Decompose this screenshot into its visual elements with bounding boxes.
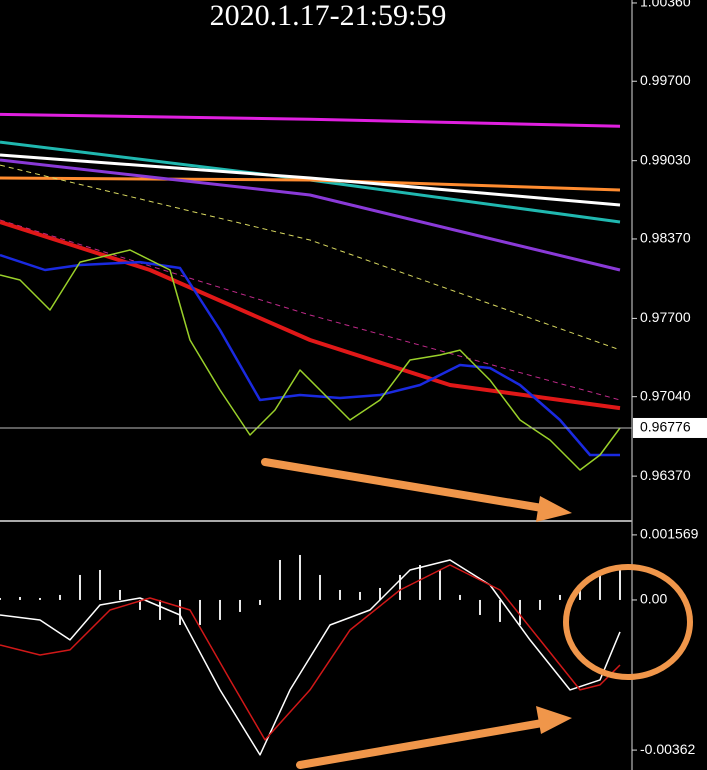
histogram-bar — [79, 574, 81, 600]
series-line — [0, 253, 620, 457]
histogram-bar — [479, 599, 481, 615]
y-tick-label: 0.99030 — [640, 151, 691, 167]
histogram-bar — [219, 599, 221, 620]
price-label: 0.96776 — [640, 419, 691, 435]
annotations — [261, 458, 693, 769]
histogram-bar — [39, 597, 41, 600]
histogram-bar — [559, 594, 561, 600]
histogram-bar — [499, 599, 501, 622]
series-line — [0, 219, 621, 401]
histogram-bar — [339, 589, 341, 600]
y-tick-label: 0.001569 — [640, 526, 699, 542]
arrow — [261, 458, 552, 513]
y-tick-label: 1.00360 — [640, 0, 691, 10]
arrow-head — [536, 706, 572, 734]
series-line — [0, 164, 621, 351]
histogram-bar — [579, 584, 581, 600]
series-line — [0, 249, 621, 471]
series-line — [0, 112, 621, 128]
histogram-bar — [379, 587, 381, 600]
histogram-bar — [439, 569, 441, 600]
series-line — [0, 176, 621, 192]
highlight-circle — [563, 564, 693, 680]
y-tick-label: 0.99700 — [640, 72, 691, 88]
histogram-bar — [359, 591, 361, 600]
histogram-bar — [119, 589, 121, 600]
y-tick-label: 0.97040 — [640, 387, 691, 403]
y-tick-label: 0.96370 — [640, 467, 691, 483]
histogram-bar — [539, 599, 541, 610]
arrow — [296, 718, 552, 769]
histogram-bar — [599, 574, 601, 600]
histogram-bar — [399, 574, 401, 600]
series-line — [0, 158, 621, 272]
histogram-bar — [299, 554, 301, 600]
histogram-bar — [459, 594, 461, 600]
histogram-bar — [619, 569, 621, 600]
chart-title: 2020.1.17-21:59:59 — [210, 0, 447, 32]
histogram-bar — [179, 599, 181, 625]
histogram-bar — [279, 559, 281, 600]
histogram-bar — [99, 569, 101, 600]
histogram-bar — [519, 599, 521, 625]
price-label-bg — [633, 417, 707, 438]
histogram-bar — [0, 597, 1, 600]
histogram-bar — [319, 574, 321, 600]
series-line — [0, 559, 621, 756]
histogram-bar — [19, 596, 21, 600]
histogram-bar — [139, 599, 141, 610]
y-tick-label: -0.00362 — [640, 741, 695, 757]
histogram-bar — [239, 599, 241, 612]
y-tick-label: 0.98370 — [640, 230, 691, 246]
histogram-bar — [159, 599, 161, 620]
y-tick-label: 0.00 — [640, 591, 667, 607]
series-line — [0, 153, 621, 207]
histogram-bar — [59, 594, 61, 600]
y-tick-label: 0.97700 — [640, 309, 691, 325]
series-line — [0, 564, 621, 741]
histogram-bar — [259, 599, 261, 605]
histogram-bar — [419, 564, 421, 600]
arrow-head — [536, 496, 572, 522]
series-line — [0, 220, 621, 411]
histogram-bar — [199, 599, 201, 625]
